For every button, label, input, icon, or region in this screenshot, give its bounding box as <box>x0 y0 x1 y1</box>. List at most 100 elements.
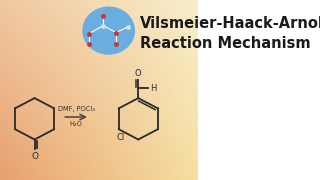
Bar <box>74 144 76 148</box>
Bar <box>33 54 35 58</box>
Bar <box>107 31 109 36</box>
Bar <box>71 0 72 4</box>
Bar <box>44 148 46 153</box>
Bar <box>178 112 180 117</box>
Bar <box>110 86 112 90</box>
Bar <box>150 103 151 108</box>
Bar <box>115 176 117 180</box>
Bar <box>188 122 189 126</box>
Bar <box>0 31 2 36</box>
Bar <box>128 140 130 144</box>
Bar <box>183 94 184 99</box>
Bar <box>191 171 193 176</box>
Bar <box>79 153 81 158</box>
Bar <box>143 27 145 32</box>
Bar <box>173 108 174 112</box>
Bar <box>100 58 102 63</box>
Bar <box>58 90 59 94</box>
Bar <box>168 122 170 126</box>
Bar <box>91 18 92 22</box>
Bar <box>86 171 87 176</box>
Bar <box>43 117 44 122</box>
Bar <box>99 54 100 58</box>
Bar <box>110 22 112 27</box>
Bar <box>145 144 147 148</box>
Bar <box>148 86 150 90</box>
Bar <box>18 54 20 58</box>
Bar <box>140 58 141 63</box>
Bar <box>95 94 97 99</box>
Bar <box>99 50 100 54</box>
Bar <box>191 9 193 14</box>
Bar <box>68 63 69 68</box>
Bar <box>99 22 100 27</box>
Bar <box>28 108 30 112</box>
Bar <box>13 72 15 76</box>
Bar <box>12 4 13 9</box>
Bar <box>66 158 68 162</box>
Bar <box>166 22 168 27</box>
Bar <box>180 0 181 4</box>
Bar <box>114 94 115 99</box>
Bar <box>3 86 5 90</box>
Bar <box>2 112 3 117</box>
Bar <box>76 58 77 63</box>
Bar <box>156 94 158 99</box>
Bar <box>184 90 186 94</box>
Bar <box>23 68 25 72</box>
Bar <box>135 117 137 122</box>
Bar <box>18 81 20 86</box>
Bar <box>43 122 44 126</box>
Bar <box>163 140 164 144</box>
Bar <box>151 4 153 9</box>
Bar <box>122 14 124 18</box>
Bar <box>71 63 72 68</box>
Bar <box>66 171 68 176</box>
Bar <box>16 148 18 153</box>
Bar <box>158 54 160 58</box>
Bar <box>160 153 161 158</box>
Bar <box>122 99 124 104</box>
Bar <box>23 36 25 40</box>
Bar <box>62 112 64 117</box>
Bar <box>143 90 145 94</box>
Bar <box>143 176 145 180</box>
Bar <box>33 72 35 76</box>
Bar <box>71 122 72 126</box>
Bar <box>168 58 170 63</box>
Bar <box>147 166 148 171</box>
Bar <box>145 176 147 180</box>
Bar <box>26 144 28 148</box>
Bar <box>28 40 30 45</box>
Bar <box>10 54 12 58</box>
Bar <box>74 76 76 81</box>
Bar <box>194 18 196 22</box>
Bar <box>114 99 115 104</box>
Bar <box>107 45 109 50</box>
Bar <box>51 162 53 166</box>
Bar <box>66 126 68 130</box>
Bar <box>163 4 164 9</box>
Bar <box>68 9 69 14</box>
Bar <box>25 140 26 144</box>
Bar <box>102 94 104 99</box>
Bar <box>91 68 92 72</box>
Bar <box>132 94 133 99</box>
Bar <box>7 153 8 158</box>
Bar <box>133 86 135 90</box>
Bar <box>161 72 163 76</box>
Bar <box>160 63 161 68</box>
Bar <box>16 72 18 76</box>
Bar <box>173 103 174 108</box>
Bar <box>147 162 148 166</box>
Bar <box>72 58 74 63</box>
Bar <box>127 130 128 135</box>
Bar <box>109 22 110 27</box>
Bar <box>56 108 58 112</box>
Bar <box>166 50 168 54</box>
Bar <box>118 99 120 104</box>
Bar <box>194 144 196 148</box>
Bar <box>38 9 39 14</box>
Bar <box>33 0 35 4</box>
Bar <box>109 162 110 166</box>
